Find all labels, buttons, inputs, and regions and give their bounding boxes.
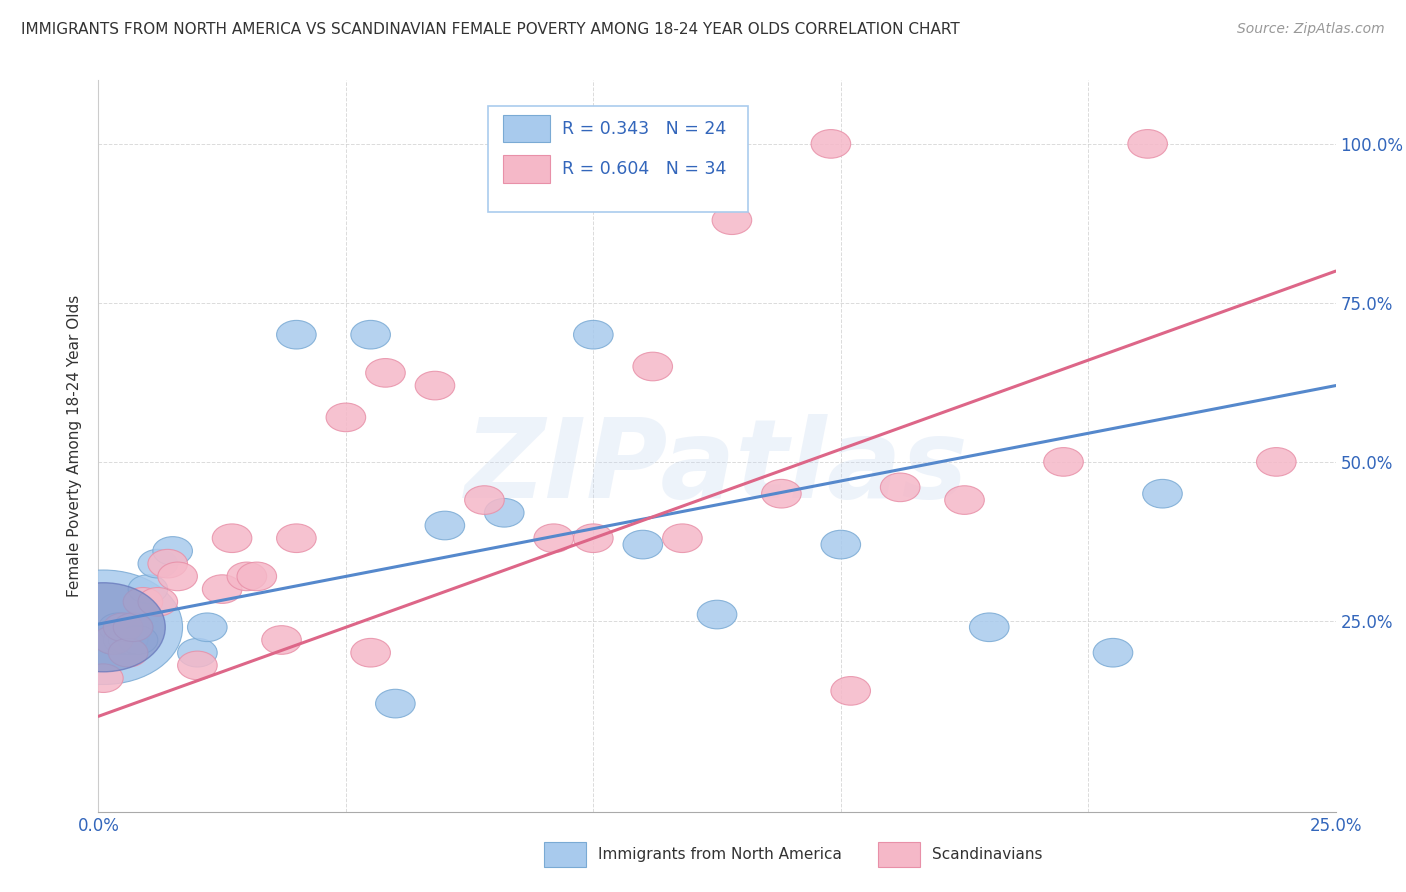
- Ellipse shape: [153, 537, 193, 566]
- Ellipse shape: [623, 530, 662, 559]
- Text: R = 0.343   N = 24: R = 0.343 N = 24: [562, 120, 727, 137]
- Ellipse shape: [187, 613, 228, 641]
- Ellipse shape: [238, 562, 277, 591]
- Ellipse shape: [262, 625, 301, 655]
- Ellipse shape: [128, 574, 167, 603]
- Ellipse shape: [138, 549, 177, 578]
- Ellipse shape: [880, 473, 920, 501]
- FancyBboxPatch shape: [503, 155, 550, 183]
- Ellipse shape: [177, 651, 217, 680]
- Ellipse shape: [711, 206, 752, 235]
- Ellipse shape: [485, 499, 524, 527]
- Text: Immigrants from North America: Immigrants from North America: [599, 847, 842, 862]
- Ellipse shape: [352, 639, 391, 667]
- Ellipse shape: [277, 524, 316, 552]
- Ellipse shape: [970, 613, 1010, 641]
- Ellipse shape: [124, 588, 163, 616]
- Ellipse shape: [1143, 479, 1182, 508]
- Ellipse shape: [415, 371, 454, 400]
- Y-axis label: Female Poverty Among 18-24 Year Olds: Female Poverty Among 18-24 Year Olds: [67, 295, 83, 597]
- Ellipse shape: [93, 625, 134, 655]
- FancyBboxPatch shape: [877, 842, 920, 867]
- Text: ZIPatlas: ZIPatlas: [465, 415, 969, 522]
- Ellipse shape: [1094, 639, 1133, 667]
- Ellipse shape: [762, 479, 801, 508]
- Ellipse shape: [366, 359, 405, 387]
- Text: Source: ZipAtlas.com: Source: ZipAtlas.com: [1237, 22, 1385, 37]
- Ellipse shape: [821, 530, 860, 559]
- Ellipse shape: [352, 320, 391, 349]
- Ellipse shape: [104, 613, 143, 641]
- Ellipse shape: [114, 613, 153, 641]
- Ellipse shape: [464, 486, 505, 515]
- Ellipse shape: [104, 625, 143, 655]
- Ellipse shape: [1257, 448, 1296, 476]
- Ellipse shape: [202, 574, 242, 603]
- Ellipse shape: [633, 352, 672, 381]
- Ellipse shape: [425, 511, 464, 540]
- Ellipse shape: [574, 524, 613, 552]
- Ellipse shape: [93, 625, 134, 655]
- Ellipse shape: [1043, 448, 1083, 476]
- Ellipse shape: [118, 625, 157, 655]
- Ellipse shape: [228, 562, 267, 591]
- FancyBboxPatch shape: [488, 106, 748, 212]
- Ellipse shape: [662, 524, 702, 552]
- Ellipse shape: [114, 613, 153, 641]
- Ellipse shape: [83, 664, 124, 692]
- Ellipse shape: [98, 613, 138, 641]
- Ellipse shape: [811, 129, 851, 158]
- Ellipse shape: [148, 549, 187, 578]
- Ellipse shape: [375, 690, 415, 718]
- FancyBboxPatch shape: [544, 842, 586, 867]
- Ellipse shape: [326, 403, 366, 432]
- Ellipse shape: [574, 320, 613, 349]
- Ellipse shape: [1128, 129, 1167, 158]
- Ellipse shape: [108, 625, 148, 655]
- Ellipse shape: [42, 582, 166, 672]
- Ellipse shape: [24, 570, 183, 684]
- Ellipse shape: [697, 600, 737, 629]
- Ellipse shape: [212, 524, 252, 552]
- Text: Scandinavians: Scandinavians: [932, 847, 1043, 862]
- Ellipse shape: [108, 639, 148, 667]
- Ellipse shape: [945, 486, 984, 515]
- Ellipse shape: [177, 639, 217, 667]
- Ellipse shape: [534, 524, 574, 552]
- Ellipse shape: [138, 588, 177, 616]
- Text: IMMIGRANTS FROM NORTH AMERICA VS SCANDINAVIAN FEMALE POVERTY AMONG 18-24 YEAR OL: IMMIGRANTS FROM NORTH AMERICA VS SCANDIN…: [21, 22, 960, 37]
- Ellipse shape: [157, 562, 197, 591]
- Ellipse shape: [831, 676, 870, 706]
- Ellipse shape: [277, 320, 316, 349]
- FancyBboxPatch shape: [503, 115, 550, 143]
- Text: R = 0.604   N = 34: R = 0.604 N = 34: [562, 160, 727, 178]
